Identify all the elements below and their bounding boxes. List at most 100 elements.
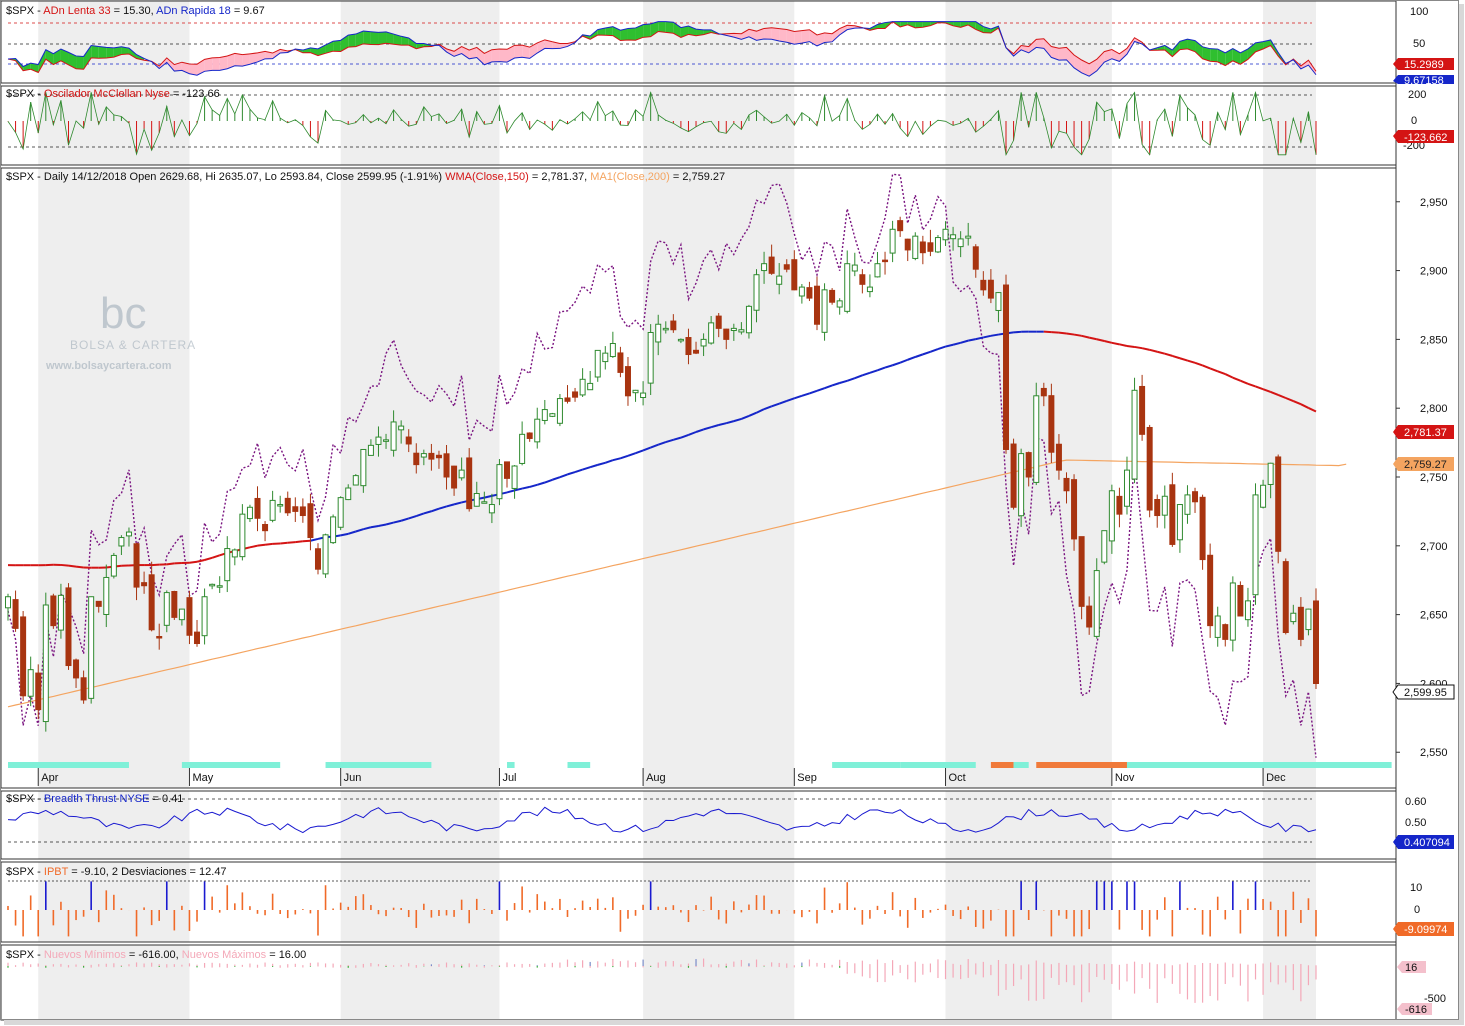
adn-fill [1300,60,1309,69]
adn-fill [620,28,628,41]
mcclellan-panel-legend: $SPX - Oscilador McClellan Nyse = -123.6… [6,88,220,100]
wma150-segment [899,358,909,364]
candle-up [390,421,397,451]
candle-down [171,591,178,618]
candle-down [1297,606,1304,640]
wma150-segment [355,528,364,533]
zone-marker-3 [507,762,515,768]
candle-up [1214,615,1221,638]
adn-fill [522,45,530,59]
wma150-segment [952,341,961,346]
adn-fill [378,31,387,45]
wma150-segment [688,431,697,436]
zone-marker-0 [8,762,129,768]
candle-up [103,576,110,615]
wma150-segment [846,377,856,382]
candle-down [806,287,813,299]
candle-down [1078,536,1085,607]
candle-up [1131,389,1138,480]
adn-fill [779,28,787,43]
wma150-segment [990,333,999,337]
ma200-value-tag: 2,759.27 [1393,457,1454,471]
candle-down [299,506,306,517]
candle-up [163,592,170,626]
zone-marker-9 [1036,762,1127,768]
candle-up [519,433,526,464]
candle-up [352,475,359,486]
candle-up [330,516,337,544]
svg-text:-9.09974: -9.09974 [1404,924,1447,936]
adn-fill [839,25,848,35]
wma150-segment [544,478,553,484]
wma150-segment [431,507,440,513]
wma150-segment [446,503,455,508]
adn-fill [212,57,220,71]
candle-up [738,329,745,333]
adn-fill [363,30,371,45]
candle-down [1169,484,1176,545]
candle-up [1176,504,1183,541]
candle-down [904,238,911,251]
candle-up [1101,530,1108,563]
wma150-segment [718,422,727,426]
candle-down [1086,605,1093,628]
candle-down [443,453,450,478]
wma150-segment [1240,379,1249,385]
candle-down [504,461,511,479]
wma150-segment [831,382,840,387]
adn-fill [960,21,969,28]
wma150-segment [189,560,198,564]
wma150-segment [1013,330,1022,334]
adn-fill [597,28,606,36]
candle-up [367,444,374,456]
wma150-segment [438,505,447,510]
adn-fill [1119,48,1127,62]
wma150-segment [854,374,863,380]
candle-up [322,534,329,575]
adn-fill [756,28,765,41]
candle-up [1252,494,1259,596]
month-label-apr: Apr [41,772,58,784]
candle-down [791,259,798,291]
candle-up [761,263,768,272]
candle-down [1055,443,1062,471]
adn-fill [612,26,621,41]
candle-down [526,432,533,439]
adn-fill [302,47,311,53]
candle-up [912,235,919,259]
wma150-segment [1255,385,1264,391]
adn-fill [650,21,659,37]
adn-fill [794,30,802,45]
candle-up [246,506,253,520]
price-tick-2650: 2,650 [1420,610,1448,622]
adn-fill [1195,40,1203,59]
adn-fill [128,48,137,59]
wma150-segment [756,408,765,414]
adn-value-tag-rapida: 9.67158 [1393,75,1454,87]
adn-fill [355,30,364,47]
candle-up [383,439,390,442]
candle-down [73,659,80,679]
candle-down [1025,452,1032,478]
candle-up [269,499,276,521]
adn-fill [696,29,704,36]
candle-down [194,631,201,645]
adn-fill [484,49,492,65]
adn-fill [234,53,243,67]
candle-down [1313,600,1319,684]
wma150-segment [816,387,825,392]
candle-up [534,418,541,443]
price-tick-2850: 2,850 [1420,334,1448,346]
adn-fill [1187,39,1196,52]
wma150-segment [1126,344,1135,348]
candle-up [541,409,548,421]
candle-down [617,352,624,373]
adn-fill [45,49,54,65]
adn-fill [1051,46,1059,61]
adn-fill [627,27,636,41]
wma150-segment [393,519,402,524]
candle-up [745,305,752,334]
svg-text:2,599.95: 2,599.95 [1404,687,1447,699]
wma150-segment [521,485,530,490]
wma150-segment [1172,354,1181,360]
